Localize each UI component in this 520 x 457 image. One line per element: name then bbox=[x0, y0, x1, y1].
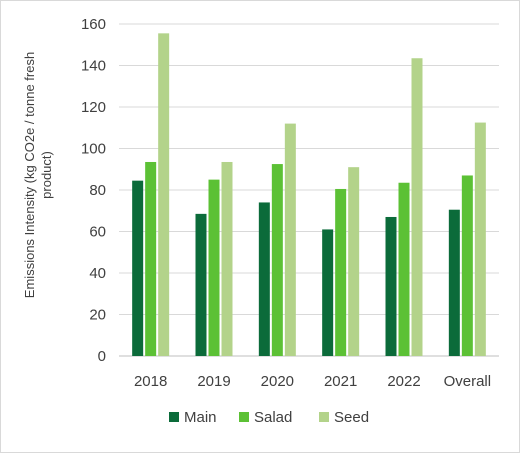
y-tick-label: 120 bbox=[81, 99, 106, 116]
bar-seed-2020 bbox=[284, 123, 296, 356]
bar-seed-2019 bbox=[221, 161, 233, 356]
bar-seed-2022 bbox=[411, 58, 423, 357]
bar-salad-2020 bbox=[271, 164, 283, 356]
bar-salad-2018 bbox=[145, 161, 157, 356]
legend-label-seed: Seed bbox=[334, 409, 369, 426]
y-axis-label-line-1: Emissions Intensity (kg CO2e / tonne fre… bbox=[22, 52, 37, 298]
bar-seed-overall bbox=[474, 122, 486, 356]
gridlines bbox=[119, 23, 499, 357]
y-tick-label: 40 bbox=[89, 265, 106, 282]
x-tick-label: 2018 bbox=[134, 373, 167, 390]
legend-label-main: Main bbox=[184, 409, 217, 426]
bar-main-2018 bbox=[132, 180, 144, 356]
x-tick-label: 2019 bbox=[197, 373, 230, 390]
bar-seed-2018 bbox=[158, 33, 170, 357]
bar-main-2019 bbox=[195, 213, 207, 356]
bar-main-overall bbox=[448, 209, 460, 356]
legend-swatch-seed bbox=[319, 412, 329, 422]
bar-salad-2022 bbox=[398, 182, 410, 356]
y-tick-labels: 0 20 40 60 80 100 120 140 160 bbox=[81, 16, 106, 365]
legend: Main Salad Seed bbox=[169, 409, 369, 426]
y-tick-label: 0 bbox=[98, 348, 106, 365]
bar-main-2021 bbox=[322, 229, 334, 356]
x-tick-label: Overall bbox=[444, 373, 492, 390]
x-tick-label: 2021 bbox=[324, 373, 357, 390]
bar-main-2022 bbox=[385, 216, 397, 356]
bar-seed-2021 bbox=[348, 167, 360, 356]
legend-label-salad: Salad bbox=[254, 409, 292, 426]
bar-salad-2021 bbox=[335, 188, 347, 356]
y-tick-label: 60 bbox=[89, 224, 106, 241]
y-tick-label: 100 bbox=[81, 141, 106, 158]
y-axis-label-line-2: product) bbox=[39, 151, 54, 199]
legend-swatch-main bbox=[169, 412, 179, 422]
y-tick-label: 20 bbox=[89, 307, 106, 324]
y-tick-label: 160 bbox=[81, 16, 106, 33]
y-tick-label: 140 bbox=[81, 58, 106, 75]
legend-swatch-salad bbox=[239, 412, 249, 422]
x-tick-label: 2022 bbox=[387, 373, 420, 390]
bar-salad-2019 bbox=[208, 179, 220, 356]
bars bbox=[132, 33, 486, 357]
bar-main-2020 bbox=[258, 202, 270, 356]
x-tick-labels: 2018 2019 2020 2021 2022 Overall bbox=[134, 373, 491, 390]
x-tick-label: 2020 bbox=[261, 373, 294, 390]
bar-salad-overall bbox=[461, 175, 473, 356]
y-tick-label: 80 bbox=[89, 182, 106, 199]
